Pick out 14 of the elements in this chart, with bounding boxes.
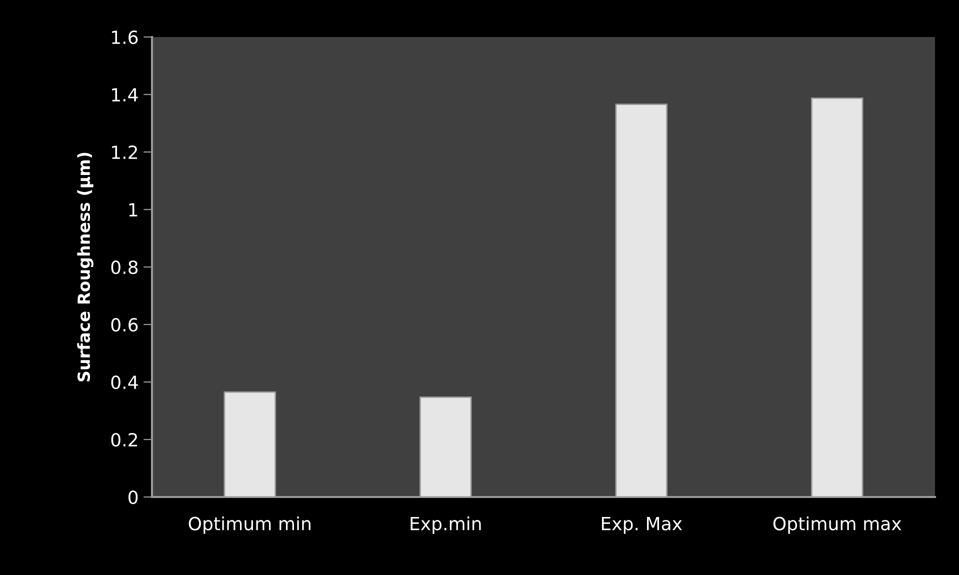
y-tick-label: 0.8 (111, 260, 138, 274)
x-tick-label: Exp. Max (602, 517, 682, 534)
y-axis-title: Surface Roughness (µm) (77, 152, 94, 382)
x-tick-label: Optimum min (188, 516, 310, 534)
x-tick-label: Optimum max (773, 516, 902, 534)
y-tick-label: 0.6 (111, 318, 138, 332)
y-tick-label: 1.4 (112, 88, 138, 102)
y-tick-label: 0.4 (111, 375, 138, 390)
y-tick-label: 0.2 (111, 432, 137, 447)
y-tick-label: 1.2 (112, 145, 137, 159)
y-tick-label: 1.6 (112, 30, 138, 44)
y-tick-label: 1 (129, 203, 138, 216)
x-tick-label: Exp.min (410, 516, 481, 534)
y-tick-label: 0 (128, 490, 138, 504)
